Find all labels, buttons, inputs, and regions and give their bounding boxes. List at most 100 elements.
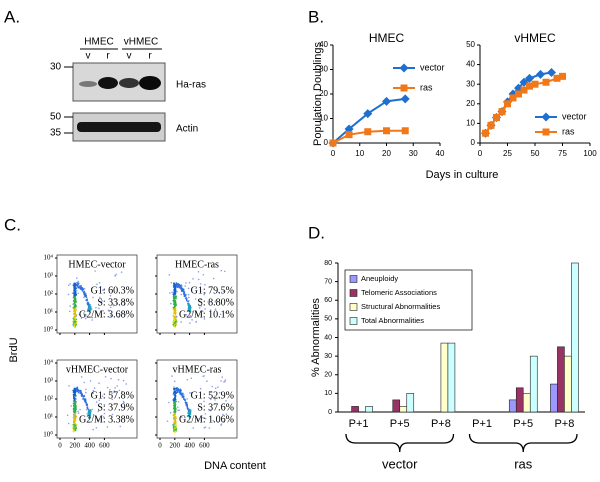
dot bbox=[124, 302, 126, 305]
dot bbox=[107, 315, 109, 318]
dot bbox=[174, 307, 176, 310]
dot bbox=[179, 390, 182, 392]
dot bbox=[174, 301, 177, 303]
dot bbox=[174, 391, 177, 394]
dot bbox=[103, 289, 105, 291]
dot bbox=[217, 386, 219, 388]
dot bbox=[72, 284, 75, 286]
dot bbox=[92, 389, 95, 392]
dot bbox=[187, 415, 190, 417]
dot bbox=[83, 287, 86, 290]
dot bbox=[177, 285, 179, 288]
dot bbox=[67, 293, 70, 296]
dot bbox=[225, 413, 228, 415]
dot bbox=[75, 289, 78, 292]
dot bbox=[225, 311, 227, 314]
y-tick-label: 10 bbox=[466, 119, 475, 128]
x-tick-label: 0 bbox=[478, 149, 483, 158]
dot bbox=[73, 423, 75, 426]
dot bbox=[73, 414, 75, 416]
dot bbox=[74, 307, 77, 309]
dot bbox=[103, 403, 106, 406]
x-tick-label: P+8 bbox=[554, 418, 574, 430]
dot bbox=[175, 283, 178, 285]
dot bbox=[176, 391, 179, 394]
dot bbox=[169, 412, 172, 414]
dot bbox=[73, 408, 76, 410]
x-tick-label: 100 bbox=[583, 149, 597, 158]
dot bbox=[183, 293, 186, 296]
y-tick-label: 40 bbox=[324, 334, 332, 341]
dot bbox=[174, 409, 176, 411]
dot bbox=[203, 375, 205, 377]
x-axis-label: DNA content bbox=[204, 460, 266, 472]
plot-title: HMEC-ras bbox=[175, 259, 219, 270]
y-tick-label: 30 bbox=[319, 65, 328, 74]
dot bbox=[173, 423, 176, 425]
marker-label: 35 bbox=[50, 128, 62, 139]
dot bbox=[202, 273, 205, 276]
bar bbox=[399, 406, 408, 413]
dot bbox=[121, 406, 124, 409]
y-tick-label: 50 bbox=[324, 316, 332, 323]
dot bbox=[171, 291, 173, 294]
dot bbox=[77, 282, 80, 285]
dot bbox=[172, 325, 175, 328]
marker bbox=[383, 127, 390, 135]
flow-plot bbox=[156, 359, 238, 439]
dot bbox=[188, 414, 191, 416]
dot bbox=[176, 389, 178, 391]
dot bbox=[87, 310, 90, 312]
x-tick-label: 400 bbox=[184, 442, 195, 450]
dot bbox=[114, 298, 116, 300]
dot bbox=[72, 394, 75, 397]
dot bbox=[72, 404, 75, 407]
dot bbox=[75, 321, 78, 324]
dot bbox=[221, 376, 224, 378]
dot bbox=[101, 395, 104, 397]
dot bbox=[74, 317, 76, 320]
y-tick-label: 60 bbox=[324, 297, 332, 304]
bar bbox=[522, 393, 531, 413]
plot-stat: G2/M: 3.38% bbox=[79, 414, 134, 425]
dot bbox=[101, 299, 103, 302]
legend-label: Telomeric Associations bbox=[361, 288, 437, 297]
dot bbox=[74, 303, 77, 306]
x-tick-label: 50 bbox=[531, 149, 540, 158]
legend-swatch bbox=[349, 317, 358, 325]
marker bbox=[525, 73, 534, 83]
dot bbox=[74, 426, 77, 429]
dot bbox=[186, 378, 189, 381]
dot bbox=[111, 413, 114, 416]
dot bbox=[73, 315, 76, 318]
dot bbox=[74, 415, 77, 418]
dot bbox=[84, 399, 86, 402]
dot bbox=[194, 298, 197, 300]
dot bbox=[72, 317, 75, 320]
dot bbox=[72, 400, 75, 402]
dot bbox=[174, 421, 177, 424]
dot bbox=[174, 424, 177, 427]
dot bbox=[214, 399, 216, 401]
plot-stat: G1: 60.3% bbox=[91, 285, 134, 296]
dot bbox=[170, 281, 173, 284]
dot bbox=[88, 304, 91, 307]
dot bbox=[217, 291, 220, 294]
dot bbox=[173, 322, 176, 324]
y-tick-label: 0 bbox=[471, 138, 476, 147]
panel-letter: B. bbox=[308, 7, 324, 26]
dot bbox=[83, 296, 85, 299]
dot bbox=[173, 318, 176, 321]
bar bbox=[392, 399, 401, 413]
dot bbox=[83, 292, 86, 294]
dot bbox=[91, 316, 94, 319]
dot bbox=[181, 290, 184, 293]
dot bbox=[199, 283, 202, 285]
dot bbox=[179, 285, 182, 287]
dot bbox=[86, 403, 88, 406]
dot bbox=[174, 427, 176, 429]
dot bbox=[173, 417, 175, 419]
dot bbox=[172, 323, 175, 326]
dot bbox=[89, 413, 91, 416]
